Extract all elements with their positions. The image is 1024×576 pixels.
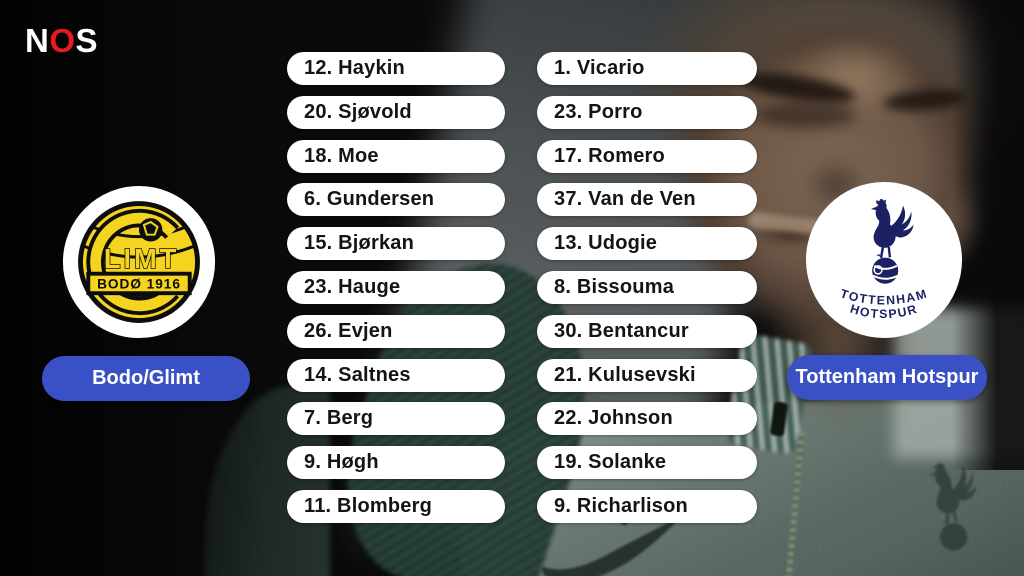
player-pill: 23. Hauge [287, 270, 505, 304]
crest-tottenham-text: TOTTENHAM [839, 286, 928, 307]
home-players-list: 12. Haykin 20. Sjøvold 18. Moe 6. Gunder… [287, 52, 505, 523]
player-pill: 15. Bjørkan [287, 227, 505, 261]
player-pill: 17. Romero [537, 139, 757, 173]
home-team-button[interactable]: Bodo/Glimt [42, 356, 250, 401]
away-players-list: 1. Vicario 23. Porro 17. Romero 37. Van … [537, 52, 757, 523]
player-pill: 6. Gundersen [287, 183, 505, 217]
player-pill: 23. Porro [537, 95, 757, 129]
svg-text:HOTSPUR: HOTSPUR [848, 302, 919, 322]
player-pill: 20. Sjøvold [287, 95, 505, 129]
player-pill: 37. Van de Ven [537, 183, 757, 217]
player-pill: 11. Blomberg [287, 489, 505, 523]
player-pill: 18. Moe [287, 139, 505, 173]
player-pill: 1. Vicario [537, 52, 757, 85]
svg-text:TOTTENHAM: TOTTENHAM [839, 286, 930, 307]
player-pill: 14. Saltnes [287, 358, 505, 392]
nos-letter-o: O [49, 22, 76, 59]
away-team-label: Tottenham Hotspur [795, 366, 979, 388]
player-pill: 9. Høgh [287, 446, 505, 480]
player-pill: 26. Evjen [287, 314, 505, 348]
bodo-glimt-crest: LIMT BODØ 1916 [61, 184, 217, 340]
player-pill: 22. Johnson [537, 402, 757, 436]
player-pill: 13. Udogie [537, 227, 757, 261]
nos-logo: NOS [25, 22, 98, 60]
player-pill: 9. Richarlison [537, 489, 757, 523]
crest-banner-text: BODØ 1916 [97, 276, 181, 291]
nos-letter-s: S [75, 22, 99, 59]
home-team-label: Bodo/Glimt [92, 367, 200, 389]
player-pill: 8. Bissouma [537, 270, 757, 304]
player-pill: 12. Haykin [287, 52, 505, 85]
player-pill: 19. Solanke [537, 446, 757, 480]
player-pill: 7. Berg [287, 402, 505, 436]
player-pill: 30. Bentancur [537, 314, 757, 348]
crest-hotspur-text: HOTSPUR [848, 302, 918, 322]
tottenham-crest: TOTTENHAM HOTSPUR [805, 181, 963, 339]
player-pill: 21. Kulusevski [537, 358, 757, 392]
nos-letter-n: N [25, 22, 50, 59]
crest-glimt-text: LIMT [104, 243, 179, 274]
away-team-button[interactable]: Tottenham Hotspur [787, 355, 987, 400]
